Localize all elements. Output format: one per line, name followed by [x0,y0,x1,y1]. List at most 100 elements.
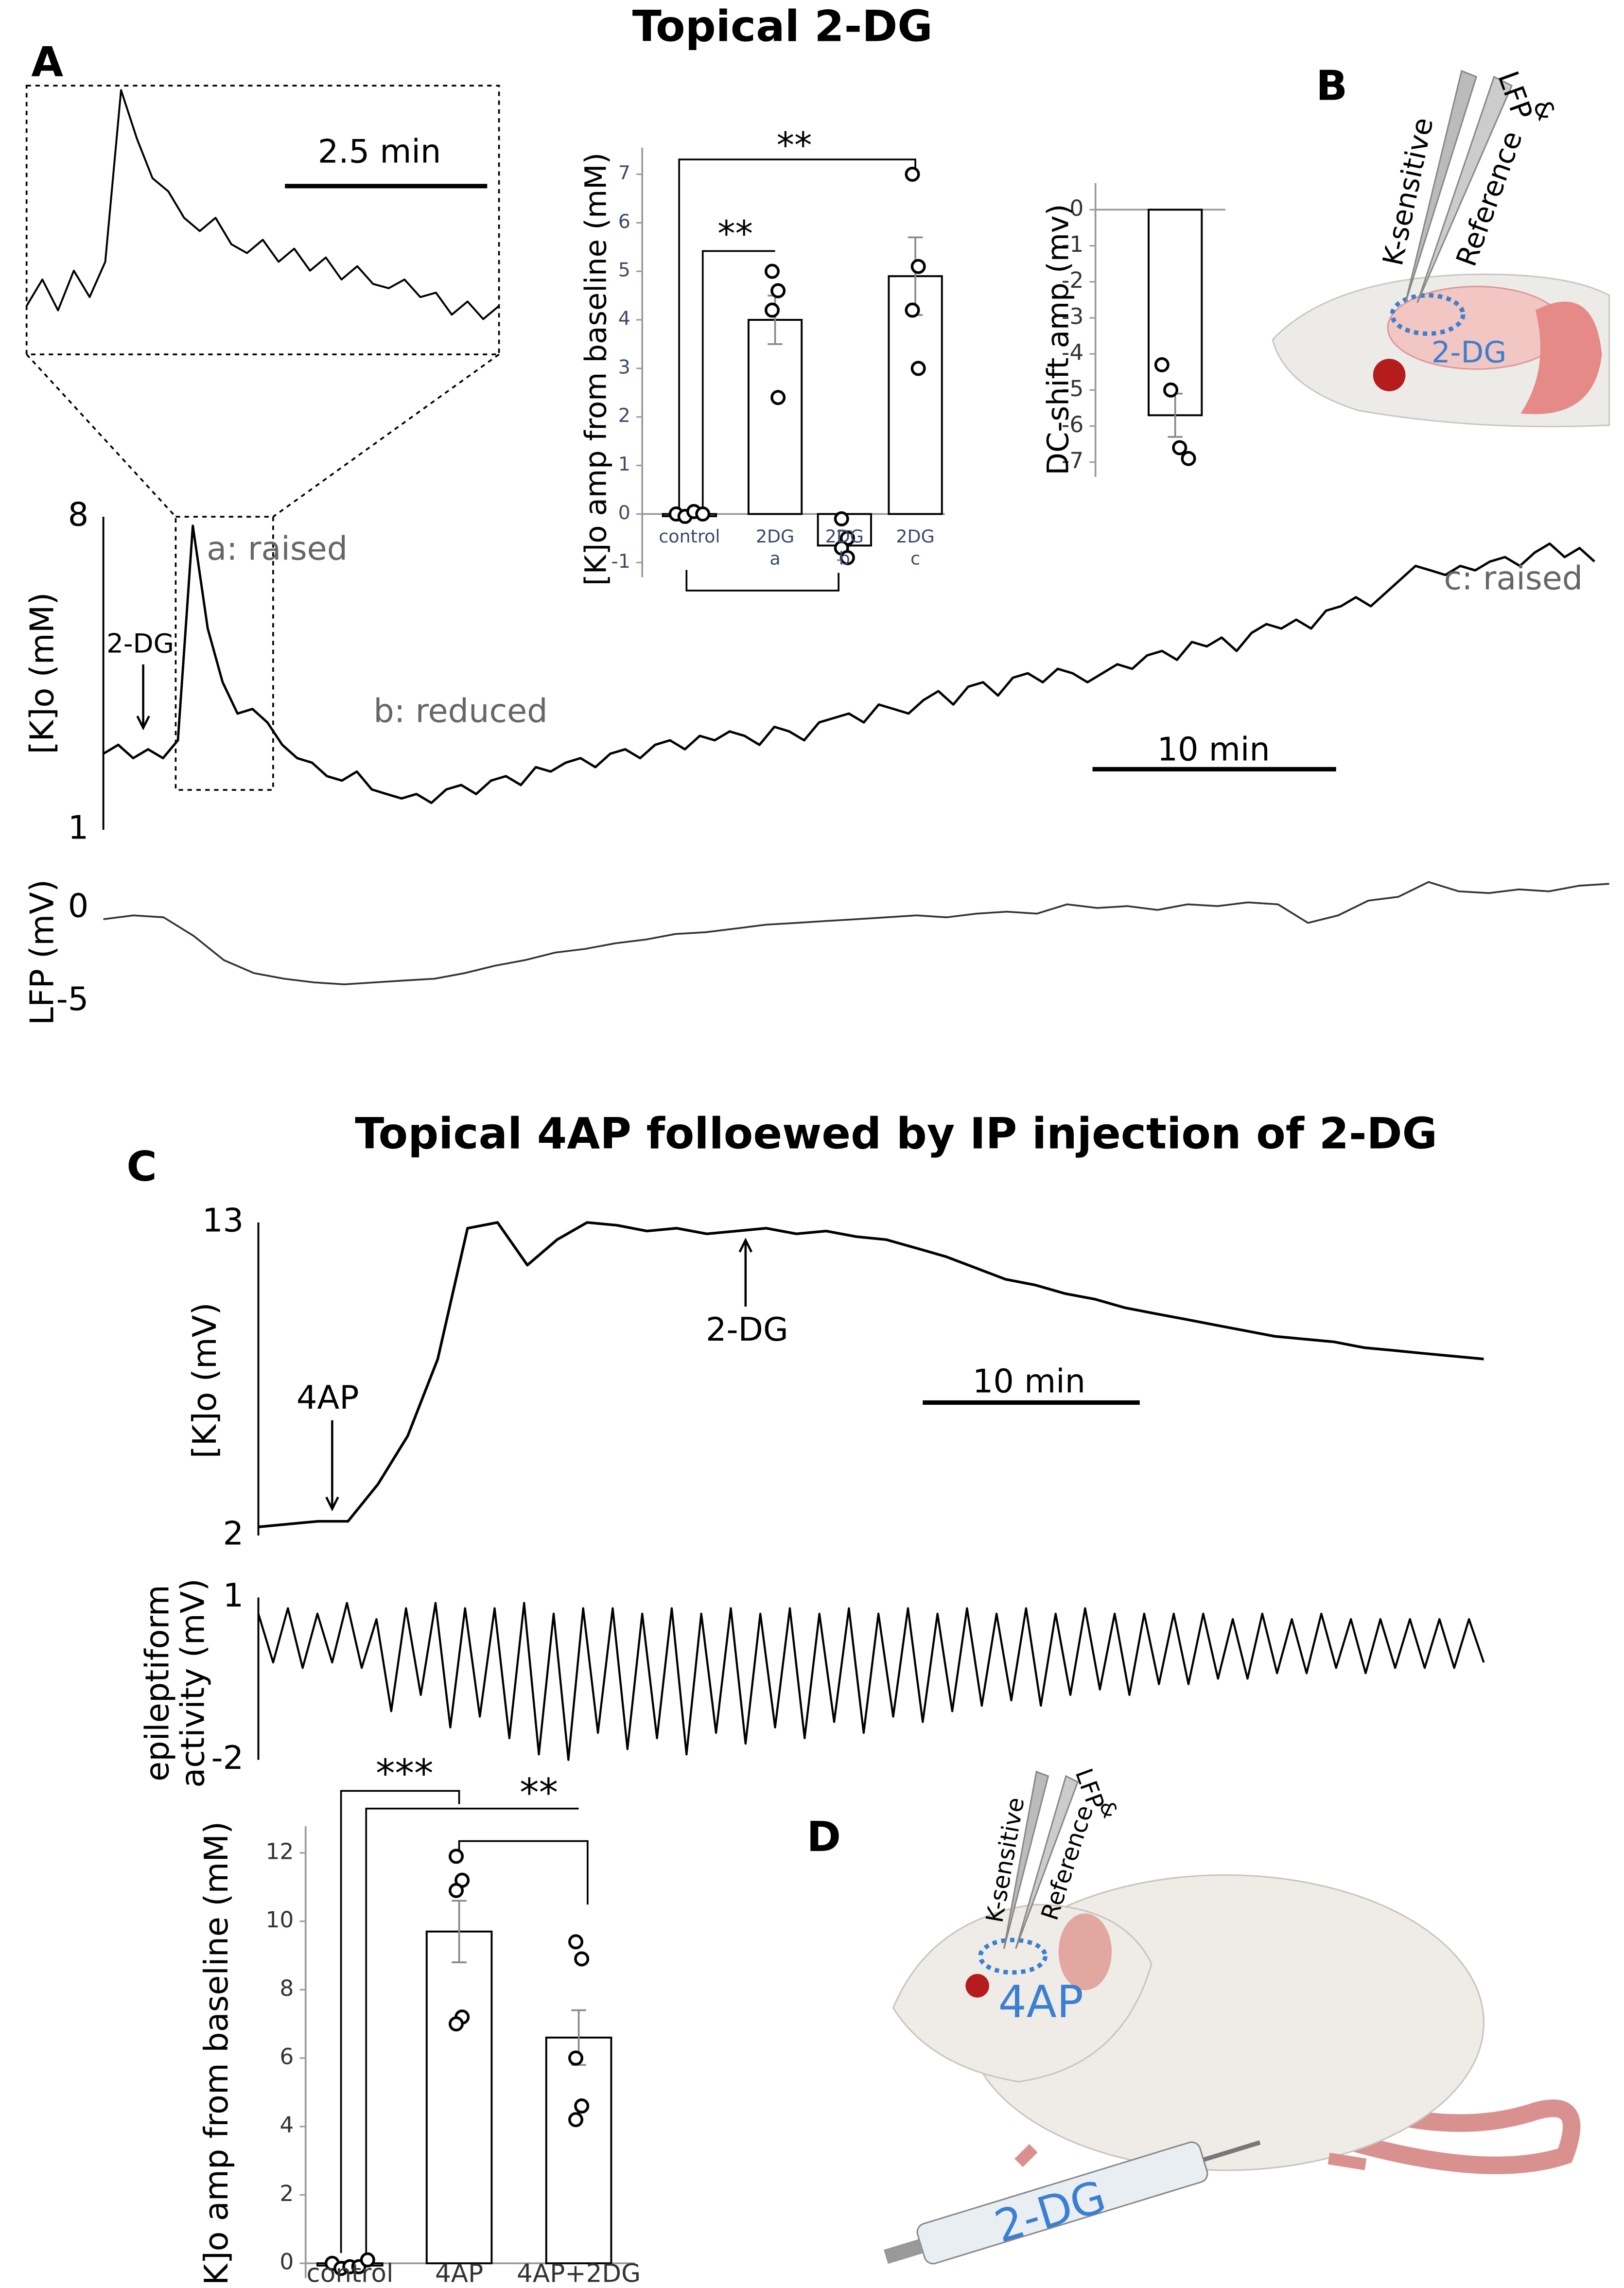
scale-bar-label: 10 min [973,1362,1085,1400]
title: Topical 4AP folloewed by IP injection of… [355,1109,1437,1159]
y-tick-label: 1 [618,453,630,475]
data-point [574,2098,590,2114]
y-axis-label: activity (mV) [174,1578,211,1787]
y-tick-label: -1 [1062,231,1083,257]
y-tick-label: 0 [68,887,89,925]
application-site [978,1938,1048,1975]
data-point [910,259,926,274]
y-axis-label: [K]o amp from baseline (mM) [579,153,613,586]
electrode [1416,75,1513,303]
y-tick-label: 7 [618,162,630,184]
data-point [770,283,786,298]
trace [103,881,1609,985]
y-axis-label: epileptiform [139,1585,176,1781]
bar [545,2036,612,2265]
electrode [1405,70,1478,303]
y-tick-label: 8 [279,1975,294,2001]
significance: ** [777,125,812,166]
data-point [1163,382,1179,398]
trace [257,1602,1485,1761]
y-tick-label: 0 [279,2249,294,2275]
y-tick-label: -4 [1062,340,1083,366]
data-point [695,506,711,522]
x-tick-label: 4AP [435,2259,483,2288]
zoom-guides [25,85,500,791]
annotation: a: raised [207,530,348,568]
x-tick-label: 2DG [896,526,934,547]
annotation-arrow [738,1238,753,1307]
data-point [1172,440,1187,455]
data-point [839,550,855,565]
data-point [568,1934,584,1950]
x-tick-label: a [769,548,780,569]
ear [1058,1913,1112,1991]
y-tick-label: 8 [68,496,89,534]
x-tick-label: 2DG [825,526,864,547]
ear [1520,301,1602,415]
y-tick-label: 0 [1069,195,1083,221]
trace [258,1221,1484,1528]
annotation: 2-DG [706,1310,788,1348]
bracket [701,250,775,513]
data-point [1181,451,1196,466]
y-axis-label: DC-shift amp (mv) [1041,204,1075,475]
y-tick-label: 4 [618,308,630,330]
trace [25,89,500,320]
y-tick-label: 1 [223,1576,244,1614]
y-tick-label: 6 [618,210,630,233]
y-tick-label: 13 [202,1201,244,1239]
electrode [1015,1775,1079,1949]
zoom-line [26,353,176,518]
data-point [905,166,920,182]
y-tick-label: -1 [611,550,630,573]
annotation: 2-DG [106,628,174,659]
y-tick-label: 2 [618,404,630,427]
bracket [365,1807,579,2253]
bar [425,1930,493,2265]
diagram-label: 2-DG [1432,336,1506,370]
y-tick-label: -7 [1062,448,1083,473]
y-tick-label: 6 [279,2044,294,2070]
bracket [340,1790,460,2253]
y-tick-label: -5 [56,980,89,1018]
x-tick-label: 2DG [756,526,794,547]
annotation: b: reduced [373,692,547,730]
y-tick-label: 4 [279,2112,294,2138]
bracket [458,1840,589,1905]
significance: ** [520,1770,558,1815]
y-tick-label: 5 [618,259,630,281]
y-tick-label: 10 [265,1907,294,1933]
scale-bar-label: 2.5 min [318,132,441,170]
x-tick-label: control [659,526,720,547]
data-point [905,302,920,318]
x-tick-label: 4AP+2DG [517,2259,641,2288]
data-point [765,302,780,318]
panel-label: D [807,1813,841,1861]
tail [1290,2087,1581,2174]
annotation: 4AP [297,1379,359,1416]
panel-label: C [126,1143,157,1191]
y-tick-label: -2 [1062,267,1083,293]
y-tick-label: -5 [1062,376,1083,402]
y-axis-label: [K]o (mV) [186,1302,224,1458]
y-tick-label: -2 [211,1739,244,1777]
panel-label: B [1316,62,1347,110]
y-tick-label: -3 [1062,303,1083,329]
y-tick-label: 3 [618,356,630,378]
needle [1203,2140,1261,2162]
data-point [834,511,849,526]
zoom-line [272,353,500,518]
syringe [883,2140,1261,2265]
significance: *** [376,1751,433,1796]
significance: ** [717,213,753,255]
y-tick-label: 2 [279,2181,294,2206]
data-point [449,1883,464,1898]
data-point [449,2016,464,2032]
title: Topical 2-DG [632,1,933,52]
y-tick-label: 1 [68,809,89,847]
y-axis-label: LFP (mV) [23,879,61,1025]
y-tick-label: 0 [618,502,630,524]
error-bar [452,1900,467,1963]
bracket [685,570,839,592]
